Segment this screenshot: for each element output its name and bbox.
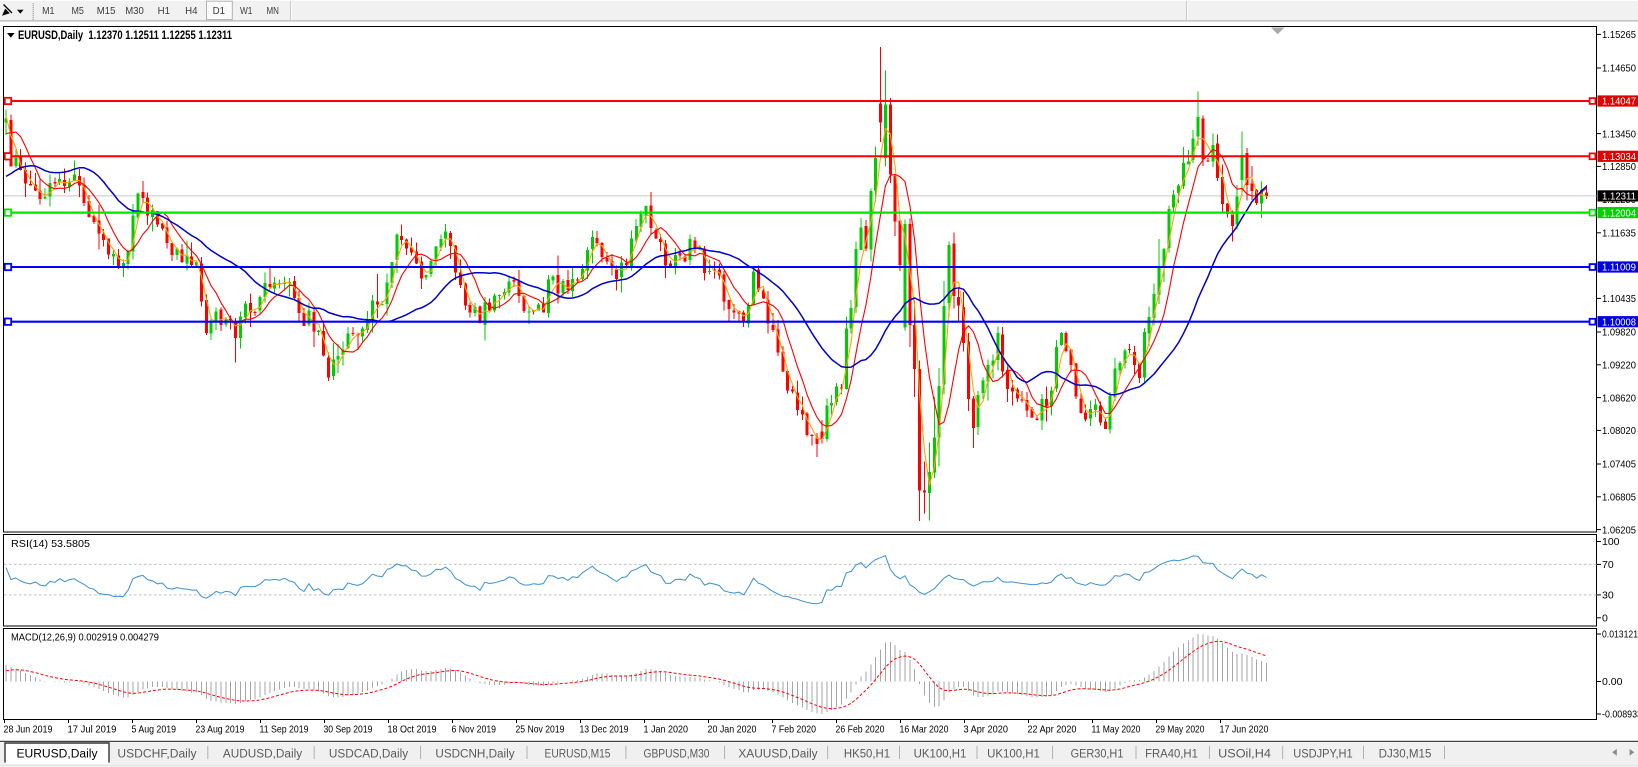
svg-text:EURUSD,Daily 1.12370 1.12511: EURUSD,Daily 1.12370 1.12511 1.12255 1.1… — [18, 30, 232, 42]
svg-text:M5: M5 — [72, 5, 85, 17]
svg-text:DJ30,M15: DJ30,M15 — [1379, 749, 1432, 761]
svg-text:20 Jan 2020: 20 Jan 2020 — [708, 724, 757, 736]
svg-text:0: 0 — [1602, 613, 1608, 625]
svg-text:18 Oct 2019: 18 Oct 2019 — [388, 724, 437, 736]
svg-text:EURUSD,Daily: EURUSD,Daily — [17, 749, 98, 761]
svg-text:1.07405: 1.07405 — [1602, 459, 1636, 471]
svg-text:GBPUSD,M30: GBPUSD,M30 — [644, 749, 710, 761]
svg-text:MACD(12,26,9) 0.002919 0.00427: MACD(12,26,9) 0.002919 0.004279 — [11, 632, 159, 644]
svg-text:11 Sep 2019: 11 Sep 2019 — [260, 724, 309, 736]
svg-text:6 Nov 2019: 6 Nov 2019 — [452, 724, 497, 736]
svg-text:M30: M30 — [125, 5, 144, 17]
svg-text:30: 30 — [1602, 590, 1614, 602]
svg-text:1.10435: 1.10435 — [1602, 293, 1636, 305]
svg-text:1.10008: 1.10008 — [1602, 316, 1636, 328]
svg-text:28 Jun 2019: 28 Jun 2019 — [4, 724, 53, 736]
svg-text:1.08620: 1.08620 — [1602, 392, 1636, 404]
svg-text:1.12004: 1.12004 — [1602, 207, 1636, 219]
svg-text:D1: D1 — [213, 5, 226, 17]
svg-text:1.08020: 1.08020 — [1602, 425, 1636, 437]
svg-text:0.00: 0.00 — [1602, 676, 1623, 688]
svg-text:RSI(14) 53.5805: RSI(14) 53.5805 — [11, 538, 90, 550]
svg-text:70: 70 — [1602, 559, 1614, 571]
svg-text:M15: M15 — [97, 5, 116, 17]
svg-text:0.013121: 0.013121 — [1602, 629, 1638, 641]
svg-text:GER30,H1: GER30,H1 — [1071, 749, 1124, 761]
svg-text:USDCHF,Daily: USDCHF,Daily — [117, 749, 196, 761]
svg-text:FRA40,H1: FRA40,H1 — [1145, 749, 1198, 761]
svg-text:17 Jun 2020: 17 Jun 2020 — [1220, 724, 1269, 736]
svg-text:1.11009: 1.11009 — [1602, 262, 1636, 274]
svg-text:16 Mar 2020: 16 Mar 2020 — [900, 724, 949, 736]
svg-text:1.09820: 1.09820 — [1602, 327, 1636, 339]
svg-text:W1: W1 — [240, 5, 253, 17]
svg-text:USDJPY,H1: USDJPY,H1 — [1293, 749, 1352, 761]
svg-text:UK100,H1: UK100,H1 — [914, 749, 967, 761]
svg-text:USDCAD,Daily: USDCAD,Daily — [329, 749, 408, 761]
svg-text:25 Nov 2019: 25 Nov 2019 — [516, 724, 565, 736]
svg-text:11 May 2020: 11 May 2020 — [1092, 724, 1141, 736]
svg-text:1.12850: 1.12850 — [1602, 161, 1636, 173]
svg-text:1.06205: 1.06205 — [1602, 524, 1636, 536]
svg-text:1.11635: 1.11635 — [1602, 228, 1636, 240]
svg-text:M1: M1 — [42, 5, 55, 17]
svg-text:23 Aug 2019: 23 Aug 2019 — [196, 724, 245, 736]
svg-text:HK50,H1: HK50,H1 — [844, 749, 890, 761]
svg-text:MN: MN — [267, 5, 279, 17]
svg-text:100: 100 — [1602, 536, 1620, 548]
svg-text:1.14650: 1.14650 — [1602, 63, 1636, 75]
svg-text:USDCNH,Daily: USDCNH,Daily — [435, 749, 514, 761]
svg-text:USOil,H4: USOil,H4 — [1218, 749, 1271, 761]
svg-text:1.12311: 1.12311 — [1602, 191, 1636, 203]
svg-text:7 Feb 2020: 7 Feb 2020 — [772, 724, 817, 736]
svg-text:5 Aug 2019: 5 Aug 2019 — [132, 724, 177, 736]
svg-text:H1: H1 — [158, 5, 171, 17]
svg-text:AUDUSD,Daily: AUDUSD,Daily — [223, 749, 302, 761]
svg-text:1.09220: 1.09220 — [1602, 360, 1636, 372]
svg-text:3 Apr 2020: 3 Apr 2020 — [964, 724, 1009, 736]
svg-text:1.14047: 1.14047 — [1602, 96, 1636, 108]
svg-text:29 May 2020: 29 May 2020 — [1156, 724, 1205, 736]
svg-text:30 Sep 2019: 30 Sep 2019 — [324, 724, 373, 736]
svg-text:1 Jan 2020: 1 Jan 2020 — [644, 724, 689, 736]
svg-text:13 Dec 2019: 13 Dec 2019 — [580, 724, 629, 736]
svg-text:26 Feb 2020: 26 Feb 2020 — [836, 724, 885, 736]
svg-text:1.13450: 1.13450 — [1602, 128, 1636, 140]
svg-text:1.13034: 1.13034 — [1602, 151, 1636, 163]
svg-text:1.06805: 1.06805 — [1602, 492, 1636, 504]
svg-text:17 Jul 2019: 17 Jul 2019 — [68, 724, 117, 736]
svg-text:1.15265: 1.15265 — [1602, 29, 1636, 41]
svg-text:EURUSD,M15: EURUSD,M15 — [545, 749, 611, 761]
svg-text:UK100,H1: UK100,H1 — [987, 749, 1040, 761]
svg-text:22 Apr 2020: 22 Apr 2020 — [1028, 724, 1077, 736]
svg-text:H4: H4 — [185, 5, 198, 17]
svg-text:-0.008933: -0.008933 — [1602, 709, 1638, 721]
svg-text:XAUUSD,Daily: XAUUSD,Daily — [738, 749, 817, 761]
